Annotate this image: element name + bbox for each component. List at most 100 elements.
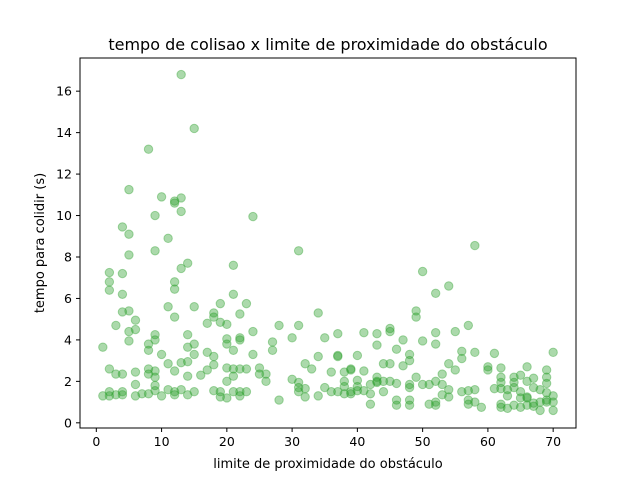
data-point (326, 387, 336, 397)
data-point (535, 397, 545, 407)
data-point (430, 327, 441, 338)
data-point (254, 363, 265, 373)
data-point (169, 387, 180, 397)
data-point (313, 391, 323, 401)
data-point (450, 326, 460, 337)
data-point (372, 372, 382, 382)
data-point (98, 391, 108, 401)
data-point (496, 372, 506, 382)
data-point (235, 333, 245, 343)
data-point (235, 387, 245, 397)
data-point (430, 288, 441, 298)
data-point (444, 384, 454, 395)
data-point (430, 339, 441, 349)
data-point (522, 362, 532, 372)
data-point (176, 384, 186, 395)
data-point (346, 389, 356, 399)
data-point (515, 393, 526, 403)
y-tick-label: 4 (64, 332, 72, 347)
data-point (450, 365, 460, 375)
data-point (463, 385, 474, 396)
data-point (300, 392, 310, 402)
data-point (509, 382, 519, 393)
data-point (169, 198, 180, 208)
data-point (98, 342, 108, 352)
data-point (365, 399, 376, 409)
data-point (509, 400, 519, 410)
x-axis: 0 10 20 30 40 50 60 70 (92, 428, 561, 449)
data-point (293, 387, 304, 397)
y-axis: 0 2 4 6 8 10 12 14 16 (56, 84, 80, 430)
data-point (169, 390, 180, 400)
data-point (528, 373, 539, 383)
data-point (163, 359, 173, 369)
data-point (267, 345, 278, 355)
data-point (541, 378, 552, 389)
data-point (150, 366, 160, 376)
data-point (248, 211, 258, 222)
data-point (182, 258, 193, 268)
y-tick-label: 14 (56, 125, 72, 140)
data-point (143, 144, 154, 154)
data-point (522, 392, 532, 402)
data-point (189, 302, 199, 312)
data-point (248, 326, 258, 337)
data-point (430, 376, 441, 387)
data-point (339, 381, 350, 392)
data-point (235, 391, 245, 401)
data-point (496, 399, 506, 409)
data-point (372, 340, 382, 350)
data-point (137, 389, 147, 399)
y-axis-label: tempo para colidir (s) (33, 173, 48, 313)
data-point (535, 405, 545, 416)
data-point (528, 401, 539, 411)
data-point (548, 391, 558, 401)
data-point (417, 336, 428, 346)
data-point (130, 367, 141, 377)
data-point (117, 289, 128, 299)
data-point (228, 345, 239, 355)
data-point (228, 260, 239, 270)
data-point (293, 246, 304, 256)
data-point (528, 398, 539, 408)
data-point (287, 333, 297, 343)
data-point (300, 383, 310, 394)
data-point (385, 323, 395, 334)
data-point (391, 400, 402, 410)
data-point (117, 387, 128, 397)
data-point (267, 337, 278, 347)
data-point (156, 391, 167, 401)
data-point (228, 289, 239, 299)
data-point (404, 355, 415, 366)
data-point (241, 298, 252, 309)
data-point (326, 367, 336, 377)
data-point (411, 372, 421, 382)
data-point (222, 363, 232, 373)
data-point (176, 206, 186, 217)
data-point (424, 399, 434, 409)
data-point (241, 364, 252, 374)
data-point (352, 385, 363, 396)
y-tick-label: 12 (56, 167, 72, 182)
data-point (117, 307, 128, 317)
data-point (372, 376, 382, 387)
data-point (163, 384, 173, 395)
data-point (548, 397, 558, 407)
y-tick-label: 2 (64, 374, 72, 389)
data-point (541, 372, 552, 382)
data-point (489, 383, 500, 394)
data-point (444, 359, 454, 369)
data-point (528, 382, 539, 393)
data-point (182, 342, 193, 352)
data-point (424, 379, 434, 390)
data-point (124, 306, 134, 316)
data-point (222, 334, 232, 344)
data-point (313, 308, 323, 318)
data-point (150, 372, 160, 382)
data-point (333, 387, 343, 397)
data-point (189, 349, 199, 360)
data-points (98, 69, 558, 416)
data-point (274, 395, 284, 405)
data-point (163, 233, 173, 244)
